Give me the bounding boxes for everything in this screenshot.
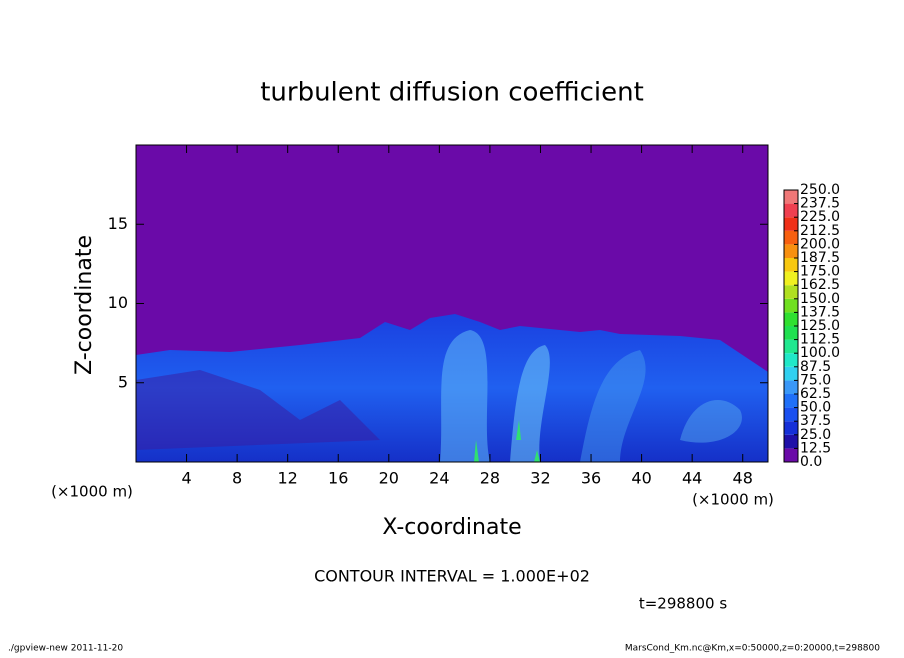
y-tick-label: 15 [108, 214, 128, 233]
colorbar-label: 75.0 [800, 372, 831, 388]
colorbar-label: 187.5 [800, 250, 840, 266]
field-streak [440, 330, 490, 462]
x-tick-label: 32 [530, 469, 550, 488]
x-tick-label: 36 [581, 469, 601, 488]
x-tick-label: 8 [232, 469, 242, 488]
footer-right: MarsCond_Km.nc@Km,x=0:50000,z=0:20000,t=… [625, 644, 880, 654]
colorbar-label: 37.5 [800, 413, 831, 429]
y-tick-label: 5 [118, 372, 128, 391]
colorbar-label: 87.5 [800, 359, 831, 375]
field-streak [680, 400, 742, 443]
field [136, 314, 768, 462]
colorbar-band [784, 366, 798, 381]
colorbar-band [784, 258, 798, 272]
x-unit-label: (×1000 m) [51, 483, 133, 501]
field-streak [580, 350, 646, 462]
colorbar-label: 137.5 [800, 304, 840, 320]
x-unit-label: (×1000 m) [692, 491, 774, 509]
colorbar-label: 100.0 [800, 345, 840, 361]
colorbar-band [784, 394, 798, 408]
colorbar-band [784, 244, 798, 258]
colorbar-label: 200.0 [800, 236, 840, 252]
x-tick-label: 48 [733, 469, 753, 488]
colorbar-label: 150.0 [800, 291, 840, 307]
colorbar-label: 112.5 [800, 332, 840, 348]
colorbar-label: 175.0 [800, 264, 840, 280]
y-tick-label: 10 [108, 293, 128, 312]
time-label: t=298800 s [639, 595, 727, 613]
x-tick-label: 28 [480, 469, 500, 488]
x-tick-label: 16 [328, 469, 348, 488]
colorbar-label: 50.0 [800, 400, 831, 416]
colorbar-band [784, 230, 798, 245]
colorbar-label: 250.0 [800, 182, 840, 198]
colorbar-label: 237.5 [800, 196, 840, 212]
colorbar-band [784, 203, 798, 218]
x-tick-label: 20 [379, 469, 399, 488]
x-tick-label: 40 [631, 469, 651, 488]
colorbar-band [784, 339, 798, 354]
colorbar-label: 225.0 [800, 209, 840, 225]
colorbar-band [784, 285, 798, 299]
colorbar-band [784, 312, 798, 326]
colorbar-label: 125.0 [800, 318, 840, 334]
colorbar-band [784, 421, 798, 435]
colorbar-band [784, 434, 798, 449]
colorbar-band [784, 407, 798, 422]
x-tick-label: 4 [181, 469, 191, 488]
colorbar-band [784, 380, 798, 394]
y-axis-label: Z-coordinate [72, 235, 97, 375]
colorbar-band [784, 217, 798, 231]
colorbar-band [784, 353, 798, 367]
chart-title: turbulent diffusion coefficient [260, 78, 644, 108]
colorbar-label: 12.5 [800, 440, 831, 456]
colorbar-label: 62.5 [800, 386, 831, 402]
colorbar-band [784, 190, 798, 204]
colorbar-band [784, 298, 798, 313]
colorbar-label: 0.0 [800, 454, 822, 470]
field-streak [136, 370, 380, 450]
colorbar-band [784, 326, 798, 340]
x-axis-label: X-coordinate [382, 515, 521, 540]
colorbar-label: 25.0 [800, 427, 831, 443]
x-tick-label: 44 [682, 469, 702, 488]
colorbar-label: 162.5 [800, 277, 840, 293]
colorbar-label: 212.5 [800, 223, 840, 239]
contour-interval: CONTOUR INTERVAL = 1.000E+02 [314, 567, 590, 586]
colorbar-band [784, 448, 798, 462]
x-tick-label: 12 [278, 469, 298, 488]
footer-left: ./gpview-new 2011-11-20 [8, 644, 123, 654]
x-tick-label: 24 [429, 469, 449, 488]
colorbar-band [784, 271, 798, 286]
